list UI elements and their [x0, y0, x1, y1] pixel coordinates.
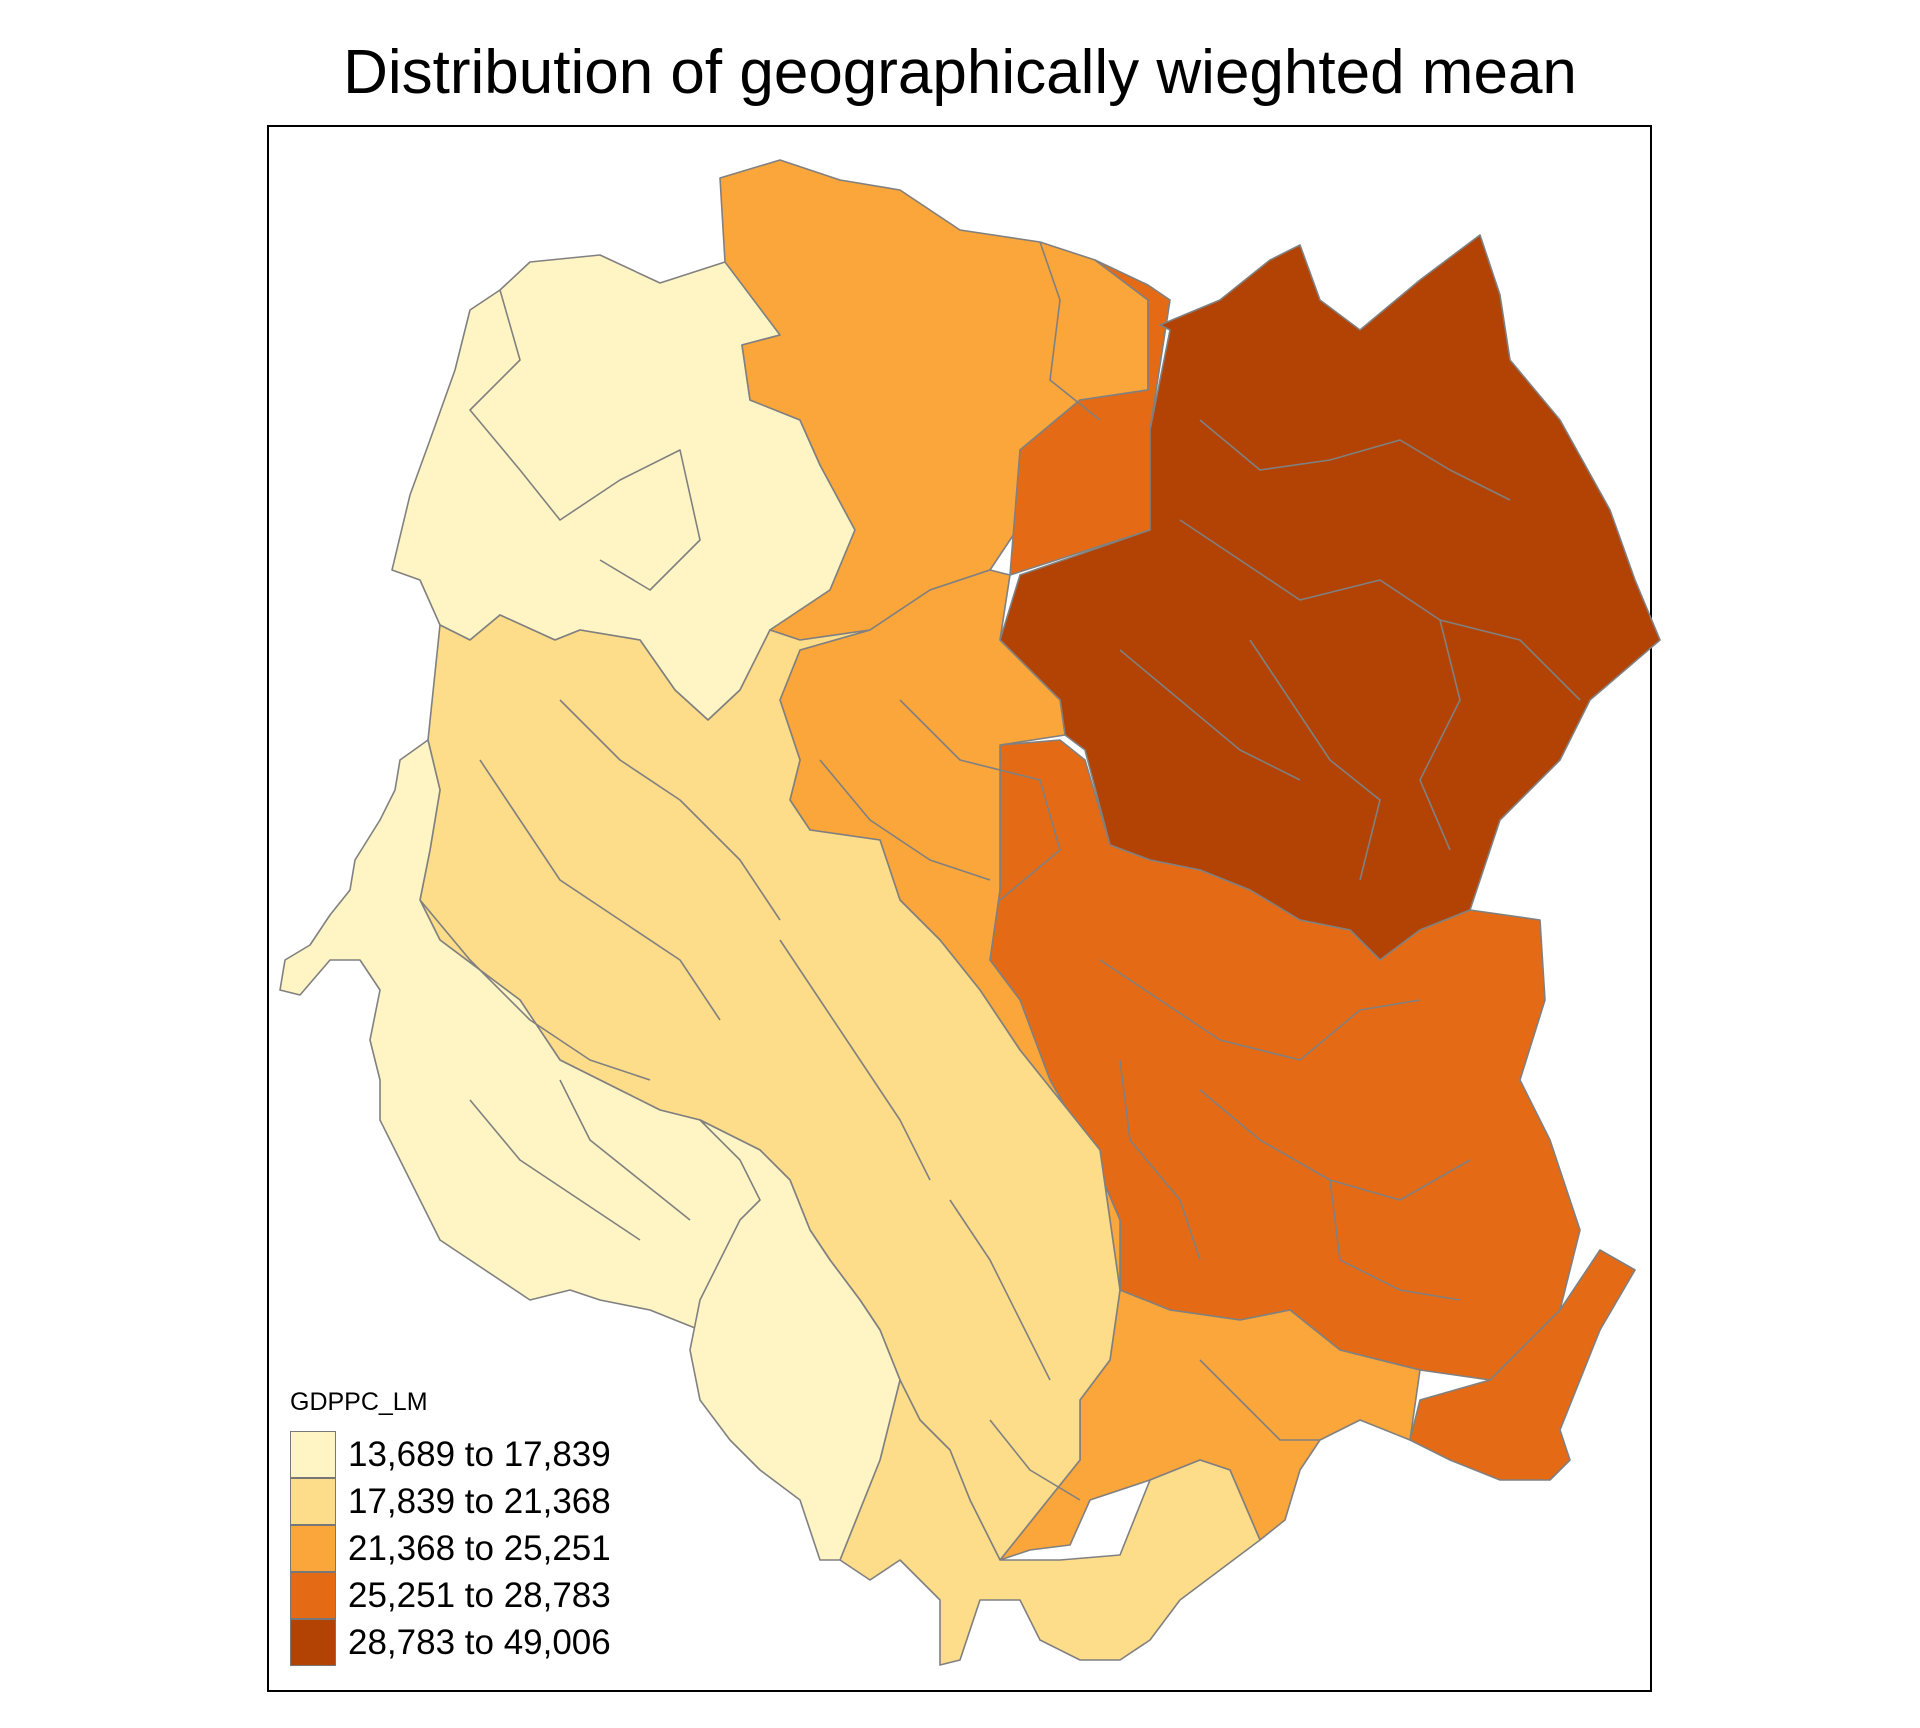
legend-swatch: [290, 1431, 336, 1478]
region-boundaries: [419, 241, 1581, 1501]
map-title: Distribution of geographically wieghted …: [343, 38, 1577, 107]
legend-item: 28,783 to 49,006: [290, 1619, 611, 1666]
legend-swatch: [290, 1525, 336, 1572]
legend-label: 13,689 to 17,839: [348, 1434, 611, 1474]
legend-swatch: [290, 1478, 336, 1525]
legend-label: 21,368 to 25,251: [348, 1528, 611, 1568]
legend-label: 25,251 to 28,783: [348, 1575, 611, 1615]
region-class-4-southeast: [1409, 1249, 1636, 1481]
legend-title: GDPPC_LM: [290, 1388, 428, 1416]
legend-swatch: [290, 1572, 336, 1619]
map-frame: [267, 125, 1652, 1692]
legend-item: 17,839 to 21,368: [290, 1478, 611, 1525]
legend-item: 13,689 to 17,839: [290, 1431, 611, 1478]
legend: GDPPC_LM 13,689 to 17,839 17,839 to 21,3…: [290, 1388, 611, 1666]
legend-swatch: [290, 1619, 336, 1666]
region-class-2-south-tail: [839, 1379, 1261, 1666]
legend-item: 21,368 to 25,251: [290, 1525, 611, 1572]
legend-item: 25,251 to 28,783: [290, 1572, 611, 1619]
region-class-3-north: [719, 159, 1149, 641]
legend-label: 28,783 to 49,006: [348, 1622, 611, 1662]
legend-label: 17,839 to 21,368: [348, 1481, 611, 1521]
region-class-1-southwest-hook: [689, 1119, 901, 1561]
